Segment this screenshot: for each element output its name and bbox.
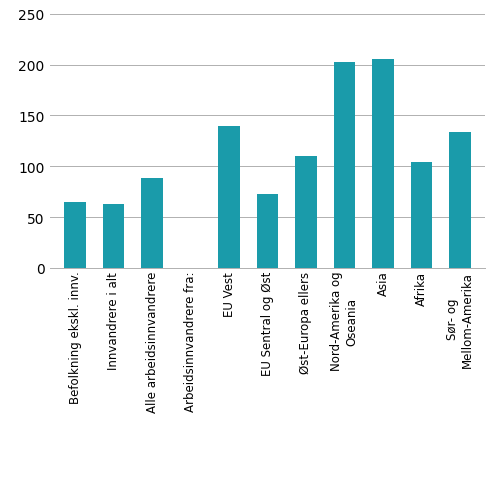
Bar xyxy=(450,132,470,268)
Bar xyxy=(411,163,432,268)
Bar xyxy=(142,179,163,268)
Bar xyxy=(218,126,240,268)
Bar xyxy=(103,204,124,268)
Bar xyxy=(296,157,316,268)
Bar xyxy=(257,194,278,268)
Bar xyxy=(372,61,394,268)
Bar xyxy=(64,203,86,268)
Bar xyxy=(334,63,355,268)
